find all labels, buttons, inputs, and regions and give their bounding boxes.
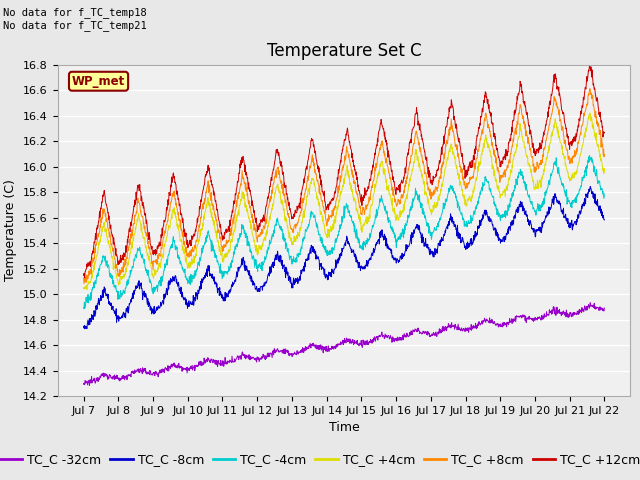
TC_C +8cm xyxy=(539,152,547,157)
TC_C -32cm xyxy=(86,383,93,388)
TC_C +4cm xyxy=(254,250,262,256)
Line: TC_C +12cm: TC_C +12cm xyxy=(84,63,604,278)
TC_C -4cm xyxy=(196,255,204,261)
Y-axis label: Temperature (C): Temperature (C) xyxy=(4,180,17,281)
TC_C +4cm xyxy=(586,110,594,116)
TC_C -8cm xyxy=(425,245,433,251)
TC_C +12cm xyxy=(586,60,593,66)
TC_C -8cm xyxy=(183,300,191,306)
Line: TC_C +4cm: TC_C +4cm xyxy=(84,113,604,289)
TC_C -8cm xyxy=(81,326,88,332)
TC_C -4cm xyxy=(600,191,608,197)
TC_C +4cm xyxy=(425,201,433,206)
TC_C -32cm xyxy=(539,314,547,320)
TC_C -4cm xyxy=(493,212,500,217)
TC_C -8cm xyxy=(600,217,608,223)
TC_C -32cm xyxy=(254,357,262,362)
TC_C +8cm xyxy=(586,86,594,92)
TC_C +12cm xyxy=(196,206,204,212)
TC_C +4cm xyxy=(600,169,608,175)
TC_C -32cm xyxy=(183,370,191,376)
TC_C +8cm xyxy=(493,164,500,169)
TC_C -4cm xyxy=(586,153,593,158)
TC_C +8cm xyxy=(80,275,88,281)
TC_C -32cm xyxy=(196,360,204,366)
TC_C +4cm xyxy=(80,286,88,291)
TC_C +4cm xyxy=(196,235,204,240)
Line: TC_C +8cm: TC_C +8cm xyxy=(84,89,604,284)
TC_C +4cm xyxy=(493,182,500,188)
TC_C +4cm xyxy=(83,287,91,292)
TC_C +12cm xyxy=(81,275,88,281)
TC_C -4cm xyxy=(254,262,262,267)
Title: Temperature Set C: Temperature Set C xyxy=(267,42,421,60)
TC_C -8cm xyxy=(586,184,594,190)
TC_C +12cm xyxy=(425,174,433,180)
TC_C +12cm xyxy=(254,223,262,228)
TC_C +8cm xyxy=(600,152,608,157)
TC_C +12cm xyxy=(600,130,608,135)
TC_C -8cm xyxy=(539,221,547,227)
TC_C +8cm xyxy=(80,281,88,287)
TC_C -8cm xyxy=(493,233,500,239)
Line: TC_C -32cm: TC_C -32cm xyxy=(84,303,604,385)
TC_C +12cm xyxy=(493,146,500,152)
TC_C -32cm xyxy=(600,305,608,311)
TC_C +4cm xyxy=(183,262,191,268)
TC_C -4cm xyxy=(80,305,88,311)
TC_C -4cm xyxy=(183,276,191,281)
Text: No data for f_TC_temp18
No data for f_TC_temp21: No data for f_TC_temp18 No data for f_TC… xyxy=(3,7,147,31)
TC_C -32cm xyxy=(425,331,433,337)
TC_C +4cm xyxy=(539,173,547,179)
TC_C +8cm xyxy=(254,233,262,239)
TC_C +8cm xyxy=(425,186,433,192)
TC_C +12cm xyxy=(80,271,88,276)
TC_C +8cm xyxy=(183,253,191,259)
TC_C -32cm xyxy=(586,300,594,306)
Line: TC_C -8cm: TC_C -8cm xyxy=(84,187,604,329)
TC_C -8cm xyxy=(254,286,262,292)
X-axis label: Time: Time xyxy=(328,421,360,434)
TC_C -4cm xyxy=(425,230,433,236)
TC_C -4cm xyxy=(539,198,547,204)
TC_C +12cm xyxy=(539,134,547,140)
TC_C -32cm xyxy=(80,381,88,387)
Text: WP_met: WP_met xyxy=(72,75,125,88)
TC_C -8cm xyxy=(196,287,204,293)
Legend: TC_C -32cm, TC_C -8cm, TC_C -4cm, TC_C +4cm, TC_C +8cm, TC_C +12cm: TC_C -32cm, TC_C -8cm, TC_C -4cm, TC_C +… xyxy=(0,448,640,471)
TC_C -32cm xyxy=(493,321,500,326)
TC_C -8cm xyxy=(80,324,88,330)
TC_C +12cm xyxy=(183,242,191,248)
Line: TC_C -4cm: TC_C -4cm xyxy=(84,156,604,309)
TC_C +8cm xyxy=(196,223,204,228)
TC_C -4cm xyxy=(80,306,88,312)
